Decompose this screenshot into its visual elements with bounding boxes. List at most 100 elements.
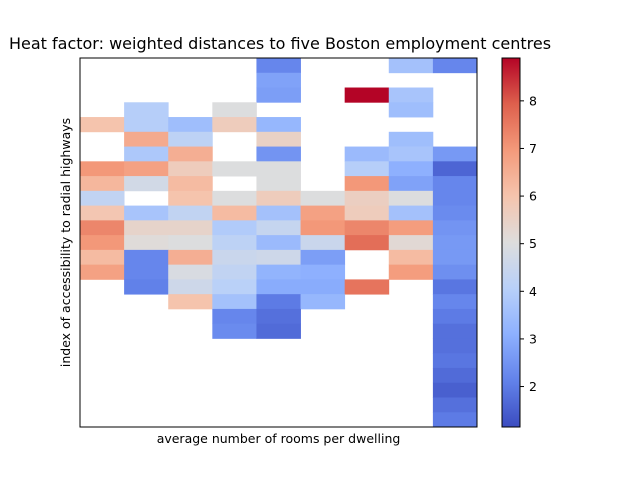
x-axis-label: average number of rooms per dwelling: [157, 431, 401, 446]
heatmap-cell: [124, 249, 169, 266]
heatmap-cell: [344, 235, 390, 251]
heatmap-cell: [212, 264, 257, 280]
heatmap-cell: [80, 161, 125, 177]
heatmap-cell: [168, 146, 213, 162]
heatmap-cell: [124, 205, 169, 221]
heatmap-cell: [256, 146, 301, 162]
heatmap-cell: [432, 176, 478, 192]
heatmap-cell: [344, 176, 390, 192]
heatmap-cell: [432, 58, 478, 74]
heatmap-cell: [256, 131, 301, 147]
heatmap-cell: [256, 87, 301, 103]
heatmap-cell: [432, 308, 478, 325]
heatmap-cell: [300, 249, 346, 266]
heatmap-cell: [300, 294, 346, 310]
heatmap-cell: [344, 87, 390, 103]
heatmap-cell: [344, 279, 390, 295]
heatmap-cell: [344, 190, 390, 206]
colorbar-tick-label: 5: [529, 236, 537, 251]
heatmap-cell: [168, 294, 213, 310]
heatmap-cell: [212, 205, 257, 221]
heatmap-cell: [388, 161, 434, 177]
colorbar: 2 3 4 5 6 7 8: [501, 57, 537, 428]
heatmap-cell: [256, 58, 301, 74]
heatmap-cell: [300, 190, 346, 206]
heatmap-cell: [432, 367, 478, 384]
heatmap-cell: [432, 279, 478, 295]
heatmap-cell: [212, 190, 257, 206]
heatmap-cell: [388, 176, 434, 192]
heatmap-cell: [388, 264, 434, 280]
heatmap-cell: [212, 235, 257, 251]
heatmap-cell: [124, 102, 169, 118]
heatmap-cell: [256, 117, 301, 133]
heatmap-cell: [256, 190, 301, 206]
heatmap-cell: [256, 72, 301, 88]
heatmap-cell: [432, 264, 478, 280]
colorbar-tick-label: 2: [529, 379, 537, 394]
heatmap-cell: [124, 279, 169, 295]
heatmap-cell: [344, 220, 390, 236]
heatmap-cell: [388, 235, 434, 251]
heatmap-cell: [124, 117, 169, 133]
heatmap-cell: [432, 161, 478, 177]
chart-title: Heat factor: weighted distances to five …: [9, 34, 551, 53]
heatmap-cells: [80, 58, 478, 428]
heatmap-cell: [168, 117, 213, 133]
heatmap-cell: [80, 205, 125, 221]
heatmap-cell: [168, 235, 213, 251]
heatmap-cell: [212, 279, 257, 295]
heatmap-cell: [432, 294, 478, 310]
heatmap-cell: [212, 308, 257, 325]
heatmap-cell: [432, 220, 478, 236]
heatmap-cell: [80, 249, 125, 266]
heatmap-cell: [124, 146, 169, 162]
colorbar-tick-label: 8: [529, 93, 537, 108]
heatmap-cell: [256, 264, 301, 280]
heatmap-cell: [124, 176, 169, 192]
heatmap-cell: [432, 397, 478, 413]
colorbar-gradient: [502, 58, 520, 427]
heatmap-cell: [124, 161, 169, 177]
heatmap-cell: [256, 249, 301, 266]
heatmap-cell: [300, 264, 346, 280]
colorbar-tick-label: 3: [529, 331, 537, 346]
heatmap-cell: [168, 176, 213, 192]
heatmap-cell: [388, 87, 434, 103]
heatmap-cell: [256, 205, 301, 221]
heatmap-cell: [80, 117, 125, 133]
heatmap-cell: [388, 102, 434, 118]
heatmap-cell: [168, 279, 213, 295]
heatmap-cell: [124, 264, 169, 280]
heatmap-cell: [388, 190, 434, 206]
heatmap-cell: [212, 117, 257, 133]
heatmap-cell: [124, 235, 169, 251]
heatmap-cell: [168, 161, 213, 177]
heatmap-cell: [212, 249, 257, 266]
heatmap-cell: [124, 220, 169, 236]
heatmap-cell: [212, 161, 257, 177]
heatmap-cell: [212, 102, 257, 118]
heatmap-cell: [388, 131, 434, 147]
heatmap-cell: [432, 382, 478, 398]
heatmap-cell: [256, 279, 301, 295]
heatmap-cell: [388, 58, 434, 74]
heatmap-cell: [432, 412, 478, 428]
colorbar-tick-label: 7: [529, 141, 537, 156]
heatmap-cell: [124, 131, 169, 147]
heatmap-cell: [432, 338, 478, 354]
heatmap-cell: [80, 220, 125, 236]
heatmap-cell: [256, 161, 301, 177]
heatmap-cell: [432, 205, 478, 221]
heatmap-cell: [256, 235, 301, 251]
heatmap-cell: [256, 308, 301, 325]
heatmap-cell: [432, 146, 478, 162]
heatmap-cell: [212, 323, 257, 339]
y-axis-label: index of accessibility to radial highway…: [58, 118, 73, 367]
colorbar-frame: [501, 57, 521, 428]
heatmap-cell: [300, 220, 346, 236]
heatmap-cell: [388, 146, 434, 162]
heatmap-cell: [256, 294, 301, 310]
heatmap-cell: [168, 264, 213, 280]
